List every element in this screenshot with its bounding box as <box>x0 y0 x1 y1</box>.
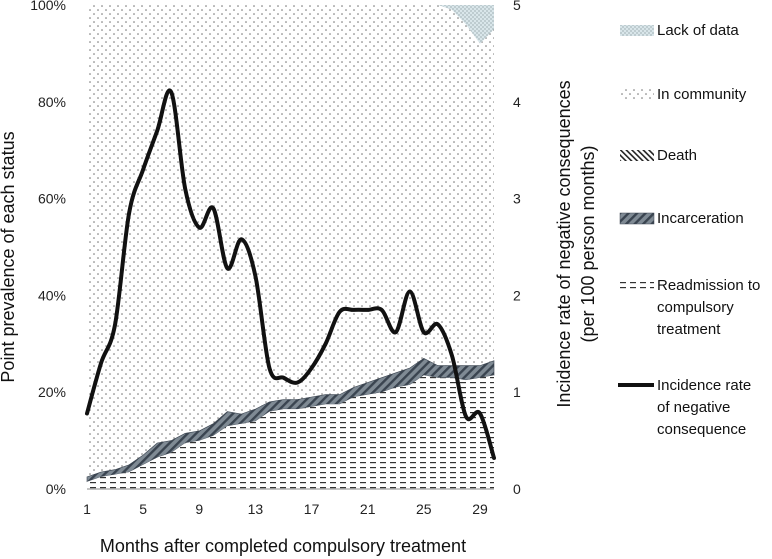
right-axis-ticks: 0 1 2 3 4 5 <box>513 0 521 497</box>
right-tick-label: 2 <box>513 287 521 303</box>
legend-swatch-incarceration <box>619 212 655 225</box>
left-tick-label: 60% <box>38 191 66 207</box>
incidence-rate-line <box>85 88 496 460</box>
x-tick-label: 17 <box>304 501 320 517</box>
x-tick-label: 5 <box>139 501 147 517</box>
left-tick-label: 0% <box>46 481 66 497</box>
legend-label-line: Incidence rate <box>657 377 751 394</box>
stacked-areas <box>86 5 495 489</box>
left-tick-label: 100% <box>30 0 66 13</box>
right-tick-label: 5 <box>513 0 521 13</box>
legend-label-community: In community <box>657 86 747 103</box>
right-tick-label: 0 <box>513 481 521 497</box>
left-axis-ticks: 0% 20% 40% 60% 80% 100% <box>30 0 66 497</box>
legend-label-death: Death <box>657 147 697 164</box>
legend-swatch-community <box>620 89 654 100</box>
legend-swatch-lack <box>620 25 654 36</box>
legend-swatch-readmission <box>620 280 654 291</box>
x-axis-ticks: 1 5 9 13 17 21 25 29 <box>83 501 488 517</box>
right-axis-title-line2: (per 100 person months) <box>578 145 598 342</box>
legend: Lack of data In community Death Incarcerati… <box>618 22 760 438</box>
right-tick-label: 4 <box>513 94 521 110</box>
legend-label-readmission: compulsory <box>657 299 734 316</box>
right-tick-label: 1 <box>513 384 521 400</box>
area-in-community <box>87 5 494 477</box>
left-tick-label: 20% <box>38 384 66 400</box>
x-tick-label: 29 <box>472 501 488 517</box>
left-tick-label: 40% <box>38 287 66 303</box>
left-tick-label: 80% <box>38 94 66 110</box>
x-tick-label: 1 <box>83 501 91 517</box>
area-lack-of-data <box>87 5 494 44</box>
x-axis-title: Months after completed compulsory treatm… <box>100 536 466 556</box>
right-axis-title-line1: Incidence rate of negative consequences <box>554 80 574 407</box>
legend-label-lack: Lack of data <box>657 22 739 39</box>
legend-label-line: of negative <box>657 399 730 416</box>
legend-label-readmission: Readmission to <box>657 277 760 294</box>
left-axis-title: Point prevalence of each status <box>0 131 18 382</box>
legend-label-readmission: treatment <box>657 321 721 338</box>
area-readmission <box>87 375 494 489</box>
legend-label-line: consequence <box>657 421 746 438</box>
legend-swatch-death <box>620 150 654 161</box>
right-tick-label: 3 <box>513 191 521 207</box>
x-tick-label: 9 <box>195 501 203 517</box>
x-tick-label: 13 <box>248 501 264 517</box>
x-tick-label: 25 <box>416 501 432 517</box>
legend-label-incarceration: Incarceration <box>657 210 744 227</box>
x-tick-label: 21 <box>360 501 376 517</box>
